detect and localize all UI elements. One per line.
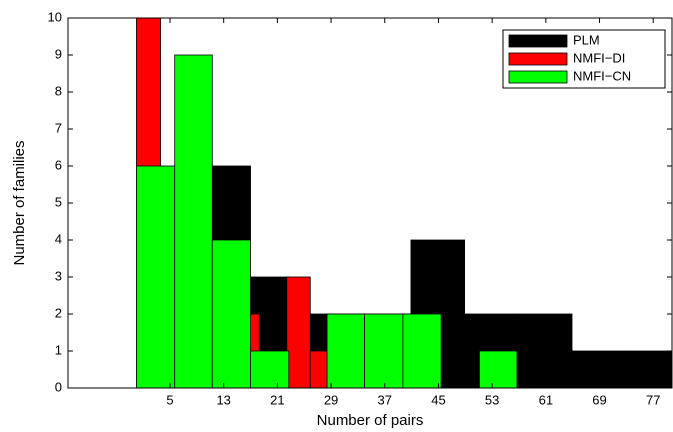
bar: [174, 54, 213, 389]
y-tick-label: 6: [55, 157, 62, 172]
bar: [478, 350, 518, 389]
x-tick-label: 37: [378, 392, 392, 407]
legend-label: PLM: [573, 32, 600, 47]
y-tick-label: 10: [48, 9, 62, 24]
y-tick-label: 9: [55, 46, 62, 61]
bar: [211, 239, 251, 389]
bar: [136, 165, 176, 389]
y-tick-label: 8: [55, 83, 62, 98]
y-tick-label: 5: [55, 194, 62, 209]
legend-label: NMFI−CN: [573, 68, 631, 83]
y-tick-label: 2: [55, 305, 62, 320]
bar: [309, 350, 328, 389]
x-tick-label: 77: [646, 392, 660, 407]
legend-swatch: [508, 52, 568, 66]
bar: [517, 313, 573, 389]
bar: [625, 350, 673, 389]
y-axis-title: Number of families: [11, 140, 28, 265]
x-tick-label: 13: [216, 392, 230, 407]
bar: [364, 313, 404, 389]
x-tick-label: 29: [324, 392, 338, 407]
bar: [571, 350, 627, 389]
x-tick-label: 69: [592, 392, 606, 407]
y-tick-label: 0: [55, 379, 62, 394]
bar: [326, 313, 366, 389]
legend-label: NMFI−DI: [573, 50, 625, 65]
bar: [286, 276, 311, 389]
y-tick-label: 3: [55, 268, 62, 283]
legend-swatch: [508, 34, 568, 48]
x-tick-label: 53: [485, 392, 499, 407]
legend-swatch: [508, 70, 568, 84]
x-tick-label: 5: [166, 392, 173, 407]
bar: [402, 313, 442, 389]
y-tick-label: 4: [55, 231, 62, 246]
x-tick-label: 21: [270, 392, 284, 407]
x-tick-label: 61: [539, 392, 553, 407]
y-tick-label: 1: [55, 342, 62, 357]
y-tick-label: 7: [55, 120, 62, 135]
plot-area: [136, 17, 673, 389]
x-axis-title: Number of pairs: [317, 412, 424, 429]
x-tick-label: 45: [431, 392, 445, 407]
bar: [250, 350, 290, 389]
